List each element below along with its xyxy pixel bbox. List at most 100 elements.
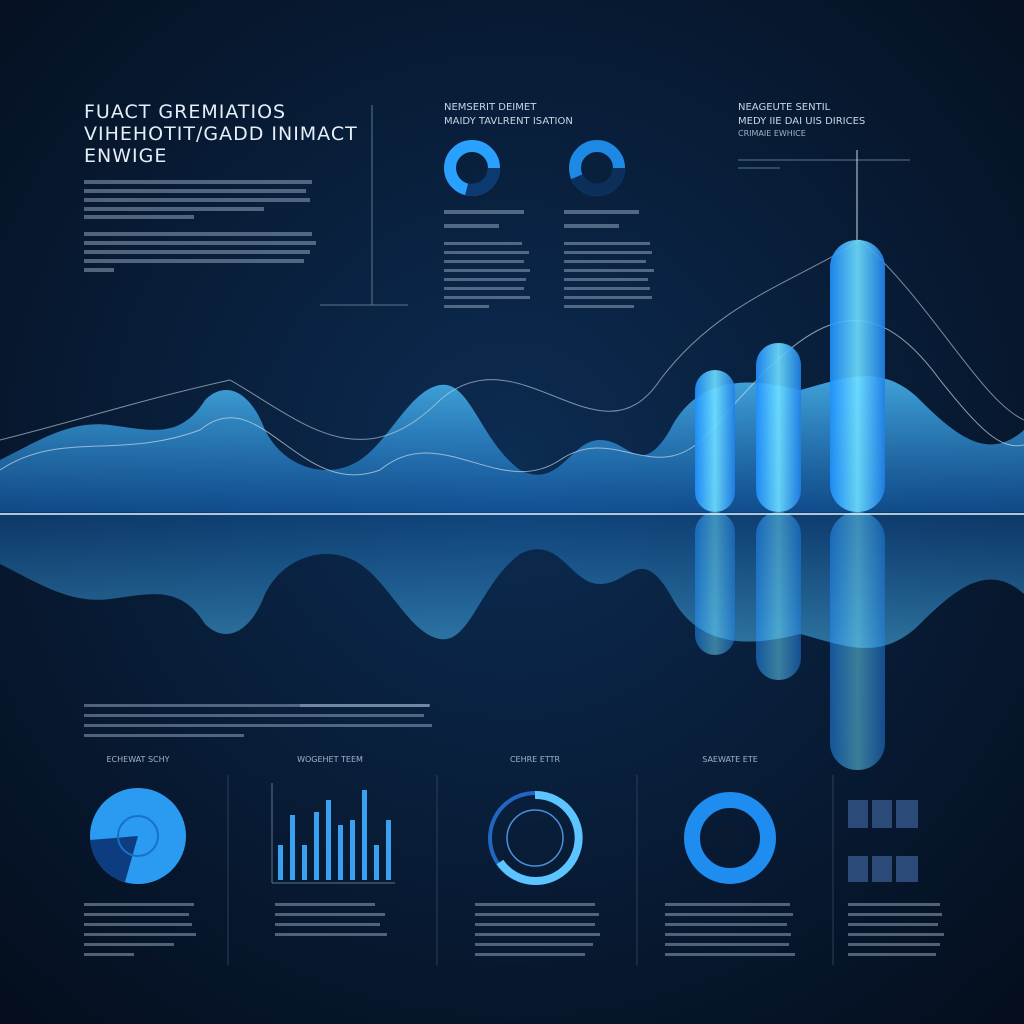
decoration [569,140,625,196]
decoration [848,913,942,916]
panel-label: ECHEWAT SCHY [106,755,169,764]
decoration [84,268,114,272]
decoration [848,800,918,882]
decoration [374,845,379,880]
decoration [84,913,189,916]
panel-title: NEMSERIT DEIMET [444,102,537,113]
panel: NEMSERIT DEIMET MAIDY TAVLRENT ISATION [444,102,654,308]
decoration [84,943,174,946]
decoration [444,242,522,245]
text-block [84,704,432,737]
decoration [564,278,648,281]
text-block [84,180,316,272]
decoration [314,812,319,880]
decoration [84,259,304,263]
decoration [564,296,652,299]
decoration [117,815,159,857]
decoration [84,250,310,254]
decoration [848,933,944,936]
decoration [338,825,343,880]
decoration [326,800,331,880]
decoration [84,704,429,707]
decoration [896,856,918,882]
decoration [84,180,312,184]
panel-title: NEAGEUTE SENTIL [738,102,831,113]
decoration [386,820,391,880]
decoration [830,512,885,770]
decoration [84,923,192,926]
decoration [665,953,795,956]
decoration [84,207,264,211]
decoration [444,210,654,308]
panel-subtitle: MEDY IIE DAI UIS DIRICES [738,116,865,127]
decoration [665,943,789,946]
wave-chart [0,150,1024,770]
decoration [278,790,391,880]
decoration [695,512,735,655]
decoration [564,224,619,228]
panel-label: SAEWATE ETE [702,755,758,764]
decoration [665,903,790,906]
decoration [84,241,316,245]
title-line: FUACT GREMIATIOS [84,101,286,123]
decoration [848,856,868,882]
decoration [684,792,776,884]
decoration [275,903,375,906]
panel-label: CEHRE ETTR [510,755,561,764]
panel: NEAGEUTE SENTIL MEDY IIE DAI UIS DIRICES… [738,102,910,169]
decoration [84,714,424,717]
decoration [716,824,744,852]
decoration [84,215,194,219]
decoration [848,923,938,926]
decoration [278,845,283,880]
decoration [0,320,1024,476]
decoration [84,724,432,727]
decoration [444,210,524,214]
decoration [302,845,307,880]
decoration [84,903,944,956]
bottom-row: ECHEWAT SCHY WOGEHET TEEM CEHRE ETTR SAE… [84,755,944,965]
decoration [896,800,918,828]
decoration [564,269,654,272]
decoration [444,269,530,272]
decoration [564,210,639,214]
decoration [475,953,585,956]
decoration [444,305,489,308]
panel-subtitle: MAIDY TAVLRENT ISATION [444,116,573,127]
decoration [848,953,936,956]
decoration [84,734,244,737]
decoration [695,370,735,512]
decoration [848,943,940,946]
decoration [84,903,194,906]
title-line: ENWIGE [84,145,167,167]
decoration [665,913,793,916]
decoration [444,296,530,299]
decoration [564,242,650,245]
title-line: VIHEHOTIT/GADD INIMACT [84,123,358,145]
decoration [756,512,801,680]
decoration [290,815,295,880]
decoration [756,343,801,512]
decoration [84,232,312,236]
decoration [475,913,599,916]
decoration [475,933,600,936]
decoration [564,287,650,290]
panel-caption: CRIMAIE EWHICE [738,129,806,138]
decoration [564,260,646,263]
panel-label: WOGEHET TEEM [297,755,363,764]
decoration [84,933,196,936]
decoration [848,903,940,906]
decoration [84,189,306,193]
decoration [564,251,652,254]
decoration [872,800,892,828]
decoration [227,775,834,965]
decoration [665,923,787,926]
decoration [350,820,355,880]
decoration [300,704,430,707]
decoration [475,903,595,906]
decoration [84,198,310,202]
decoration [275,933,387,936]
decoration [275,923,380,926]
decoration [444,260,524,263]
